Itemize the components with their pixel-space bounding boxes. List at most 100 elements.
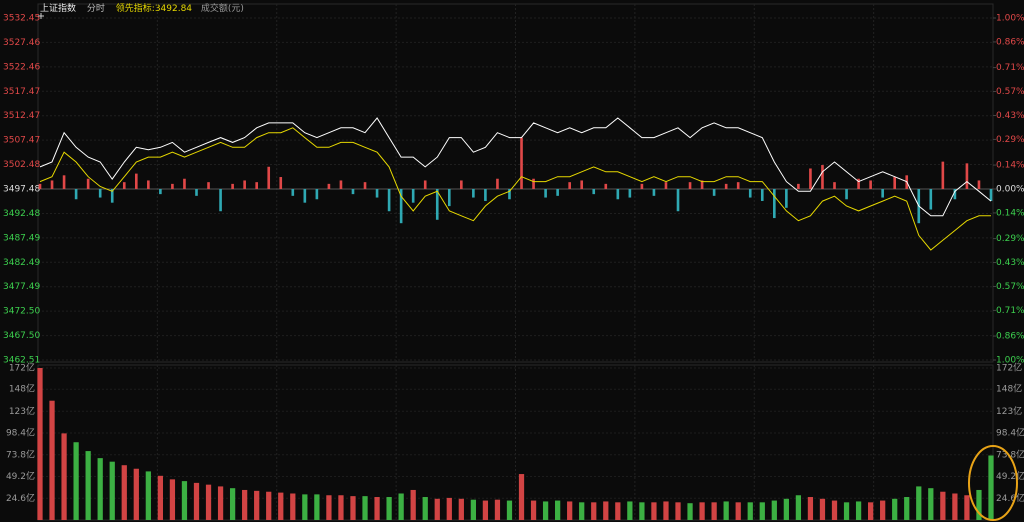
strength-bar bbox=[86, 178, 90, 189]
y-tick-label: 3492.48 bbox=[3, 209, 40, 219]
volume-bar bbox=[916, 486, 922, 520]
strength-bar bbox=[592, 189, 596, 195]
y-tick-label: 3472.50 bbox=[3, 307, 40, 317]
y-tick-label: 3517.47 bbox=[3, 87, 40, 97]
strength-bar bbox=[821, 165, 824, 189]
volume-bar bbox=[651, 502, 657, 520]
strength-bar bbox=[833, 182, 836, 189]
volume-bar bbox=[205, 484, 212, 520]
strength-bar bbox=[773, 189, 776, 219]
strength-bar bbox=[953, 189, 957, 200]
strength-bar bbox=[664, 182, 668, 189]
volume-bar bbox=[675, 502, 681, 520]
volume-tick-label: 49.2亿 bbox=[6, 470, 35, 482]
y2-tick-label: 0.43% bbox=[996, 258, 1024, 268]
strength-bar bbox=[62, 175, 66, 189]
volume-bar bbox=[555, 500, 561, 520]
volume-bar bbox=[278, 492, 284, 520]
volume-bar bbox=[314, 494, 320, 520]
volume-bar bbox=[434, 498, 440, 520]
strength-bar bbox=[532, 178, 535, 189]
header: 上证指数 分时 领先指标:3492.84 成交额(元) bbox=[40, 2, 244, 14]
highlight-circle bbox=[968, 445, 1018, 521]
strength-bar bbox=[387, 189, 391, 212]
volume-bar bbox=[326, 495, 332, 520]
volume-bar bbox=[567, 501, 573, 520]
volume-bar bbox=[37, 368, 43, 520]
strength-bar bbox=[965, 163, 969, 189]
volume-bar bbox=[49, 400, 55, 520]
volume-bar bbox=[85, 451, 91, 520]
volume-bar bbox=[892, 498, 898, 520]
volume-tick-label: 98.4亿 bbox=[996, 427, 1024, 439]
strength-bar bbox=[460, 180, 463, 189]
y2-tick-label: 0.86% bbox=[996, 37, 1024, 47]
strength-bar bbox=[50, 180, 54, 189]
strength-bar bbox=[219, 189, 222, 212]
strength-bar bbox=[544, 189, 547, 198]
volume-tick-label: 73.8亿 bbox=[6, 448, 35, 460]
strength-bar bbox=[941, 161, 945, 189]
volume-bar bbox=[458, 498, 464, 520]
y2-tick-label: 0.57% bbox=[996, 282, 1024, 292]
volume-bar bbox=[446, 497, 452, 520]
strength-bar bbox=[110, 189, 114, 203]
strength-bar bbox=[520, 137, 523, 189]
strength-bar bbox=[604, 183, 608, 189]
strength-bar bbox=[279, 177, 283, 189]
volume-bar bbox=[302, 494, 308, 520]
volume-bar bbox=[880, 500, 886, 520]
y2-tick-label: 0.14% bbox=[996, 161, 1024, 171]
volume-bar bbox=[928, 488, 934, 520]
volume-bar bbox=[615, 502, 621, 520]
volume-tick-label: 148亿 bbox=[9, 383, 35, 395]
strength-bar bbox=[363, 182, 367, 189]
strength-bar bbox=[989, 189, 993, 201]
volume-bar bbox=[290, 493, 296, 520]
volume-bar bbox=[386, 497, 392, 520]
volume-bar bbox=[242, 489, 248, 520]
volume-bar bbox=[723, 501, 729, 520]
volume-bar bbox=[579, 502, 585, 520]
strength-bar bbox=[977, 180, 981, 189]
strength-bar bbox=[315, 189, 319, 200]
volume-tick-label: 24.6亿 bbox=[996, 492, 1024, 504]
volume-bar bbox=[374, 497, 380, 520]
strength-bar bbox=[267, 166, 271, 189]
y-tick-label: 3532.45 bbox=[3, 14, 40, 24]
volume-bar bbox=[229, 488, 236, 520]
strength-bar bbox=[231, 183, 234, 189]
strength-bar bbox=[74, 189, 78, 200]
strength-bar bbox=[724, 183, 728, 189]
y-tick-label: 3477.49 bbox=[3, 282, 40, 292]
strength-bar bbox=[881, 189, 884, 198]
volume-tick-label: 172亿 bbox=[996, 362, 1022, 374]
strength-bar bbox=[628, 189, 632, 198]
volume-bar bbox=[530, 500, 537, 520]
volume-bar bbox=[362, 496, 368, 520]
volume-bar bbox=[398, 493, 404, 520]
volume-bar bbox=[603, 501, 609, 520]
y2-tick-label: 0.57% bbox=[996, 87, 1024, 97]
volume-bar bbox=[133, 468, 139, 520]
volume-bar bbox=[711, 502, 717, 520]
volume-tick-label: 98.4亿 bbox=[6, 427, 35, 439]
volume-bar bbox=[97, 458, 103, 520]
volume-bar bbox=[988, 455, 994, 520]
volume-bar bbox=[470, 499, 476, 520]
strength-bar bbox=[760, 189, 764, 201]
strength-bar bbox=[484, 189, 487, 201]
strength-bar bbox=[134, 173, 138, 189]
volume-bar bbox=[121, 465, 127, 520]
strength-bar bbox=[688, 182, 692, 189]
price-line bbox=[39, 117, 992, 217]
volume-title: 成交额(元) bbox=[201, 2, 244, 14]
strength-bar bbox=[785, 189, 788, 208]
y2-tick-label: 0.29% bbox=[996, 135, 1024, 145]
strength-bar bbox=[207, 182, 210, 189]
strength-bar bbox=[303, 189, 307, 203]
strength-bar bbox=[568, 182, 571, 189]
y2-tick-label: 0.86% bbox=[996, 332, 1024, 342]
volume-bar bbox=[699, 502, 705, 520]
y-tick-label: 3507.47 bbox=[3, 136, 40, 146]
